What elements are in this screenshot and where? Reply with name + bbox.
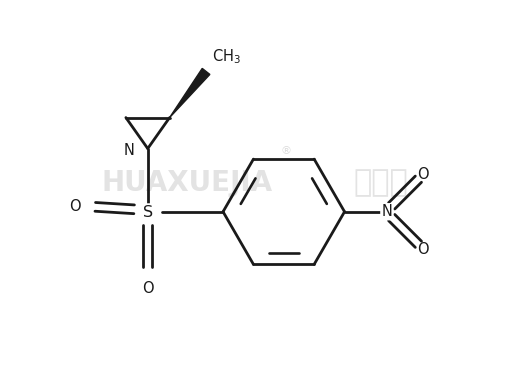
Text: O: O: [142, 281, 154, 296]
Text: CH$_3$: CH$_3$: [212, 47, 241, 65]
Text: O: O: [69, 199, 80, 214]
Text: N: N: [123, 144, 134, 158]
Text: O: O: [417, 167, 429, 182]
Text: O: O: [417, 242, 429, 257]
Text: S: S: [143, 205, 153, 220]
Text: 化学加: 化学加: [353, 168, 408, 197]
Text: HUAXUEJIA: HUAXUEJIA: [101, 169, 272, 196]
Text: N: N: [381, 204, 392, 219]
Text: ®: ®: [281, 146, 292, 156]
Polygon shape: [170, 68, 210, 118]
